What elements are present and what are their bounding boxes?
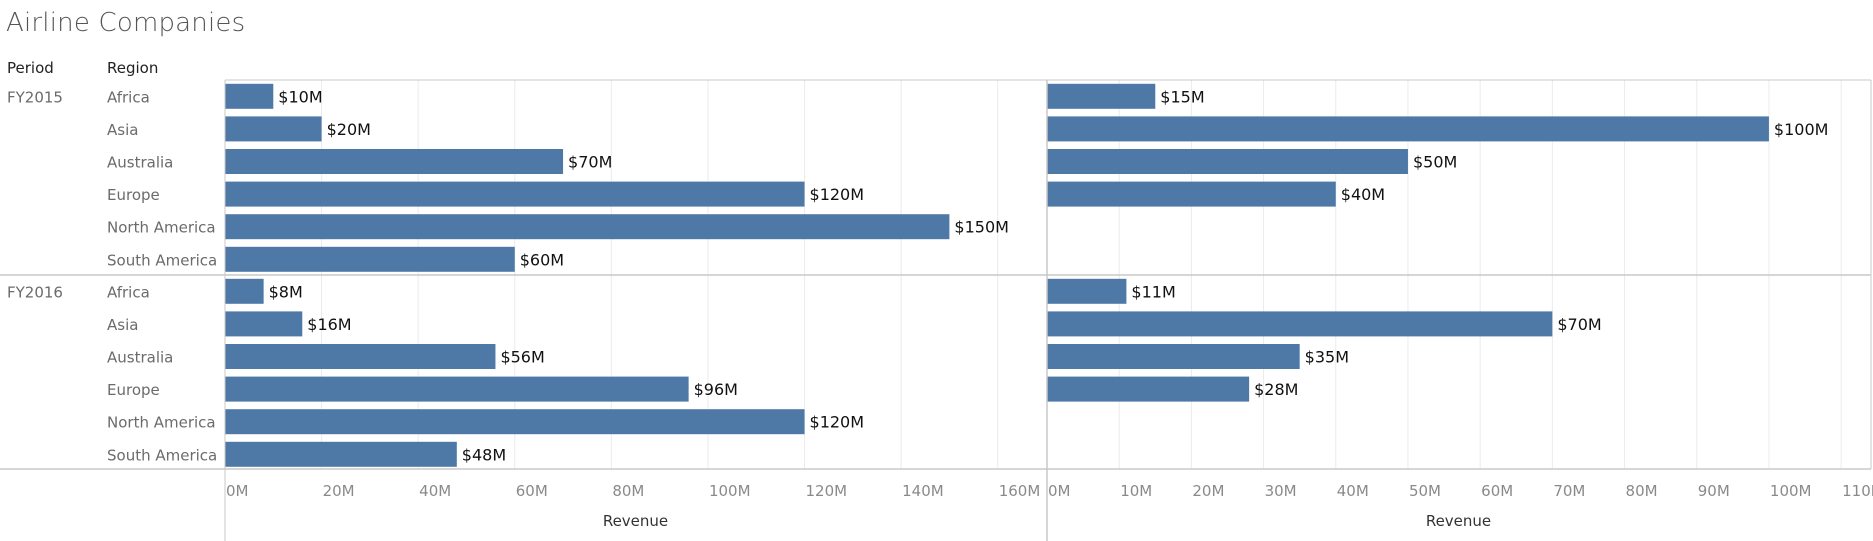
bar xyxy=(1047,116,1769,142)
data-label: $56M xyxy=(500,348,544,367)
region-header: Region xyxy=(107,59,158,77)
data-label: $8M xyxy=(269,282,303,301)
region-label: South America xyxy=(107,251,217,269)
tick-label: 40M xyxy=(419,482,451,500)
tick-label: 80M xyxy=(1626,482,1658,500)
region-label: South America xyxy=(107,446,217,464)
bar xyxy=(1047,181,1336,207)
data-label: $100M xyxy=(1774,120,1829,139)
region-label: Europe xyxy=(107,186,160,204)
region-label: Australia xyxy=(107,349,173,367)
bar xyxy=(1047,278,1127,304)
bar xyxy=(225,311,303,337)
data-label: $70M xyxy=(1557,315,1601,334)
region-label: North America xyxy=(107,414,216,432)
bar xyxy=(225,409,805,435)
data-label: $48M xyxy=(462,445,506,464)
bar xyxy=(225,83,274,109)
data-label: $96M xyxy=(694,380,738,399)
tick-label: 10M xyxy=(1120,482,1152,500)
data-label: $20M xyxy=(327,120,371,139)
tick-label: 70M xyxy=(1553,482,1585,500)
period-label: FY2015 xyxy=(7,88,63,106)
bar xyxy=(225,116,322,142)
tick-label: 60M xyxy=(516,482,548,500)
tick-label: 110M xyxy=(1842,482,1873,500)
tick-label: 0M xyxy=(1048,482,1071,500)
region-label: Asia xyxy=(107,121,138,139)
chart-title: Airline Companies xyxy=(6,8,246,38)
data-label: $70M xyxy=(568,153,612,172)
data-label: $15M xyxy=(1160,87,1204,106)
tick-label: 140M xyxy=(902,482,944,500)
bar xyxy=(225,441,457,467)
data-label: $16M xyxy=(307,315,351,334)
tick-label: 100M xyxy=(1770,482,1812,500)
data-label: $28M xyxy=(1254,380,1298,399)
bar xyxy=(1047,311,1553,337)
bar xyxy=(1047,149,1408,174)
tick-label: 50M xyxy=(1409,482,1441,500)
tick-label: 0M xyxy=(226,482,249,500)
tick-label: 90M xyxy=(1698,482,1730,500)
region-label: Africa xyxy=(107,88,150,106)
tick-label: 30M xyxy=(1265,482,1297,500)
bar xyxy=(1047,83,1156,109)
region-label: Africa xyxy=(107,283,150,301)
tick-label: 40M xyxy=(1337,482,1369,500)
bar xyxy=(225,181,805,207)
bar xyxy=(1047,376,1250,402)
bar xyxy=(225,149,564,174)
bar xyxy=(225,278,264,304)
data-label: $40M xyxy=(1341,185,1385,204)
data-label: $60M xyxy=(520,250,564,269)
region-label: Asia xyxy=(107,316,138,334)
tick-label: 100M xyxy=(709,482,751,500)
bar xyxy=(225,376,689,402)
tick-label: 120M xyxy=(806,482,848,500)
bar xyxy=(225,214,950,240)
data-label: $11M xyxy=(1131,282,1175,301)
x-axis-title: Revenue xyxy=(1426,512,1491,530)
data-label: $50M xyxy=(1413,153,1457,172)
data-label: $150M xyxy=(954,218,1009,237)
tick-label: 20M xyxy=(1192,482,1224,500)
bar xyxy=(225,344,496,369)
tick-label: 80M xyxy=(612,482,644,500)
data-label: $120M xyxy=(810,413,865,432)
data-label: $35M xyxy=(1305,348,1349,367)
region-label: Europe xyxy=(107,381,160,399)
data-label: $10M xyxy=(278,87,322,106)
period-header: Period xyxy=(7,59,54,77)
period-label: FY2016 xyxy=(7,283,63,301)
tick-label: 160M xyxy=(999,482,1041,500)
tick-label: 20M xyxy=(323,482,355,500)
bar xyxy=(225,246,515,272)
tick-label: 60M xyxy=(1481,482,1513,500)
bar xyxy=(1047,344,1300,369)
x-axis-title: Revenue xyxy=(603,512,668,530)
region-label: North America xyxy=(107,219,216,237)
region-label: Australia xyxy=(107,154,173,172)
data-label: $120M xyxy=(810,185,865,204)
